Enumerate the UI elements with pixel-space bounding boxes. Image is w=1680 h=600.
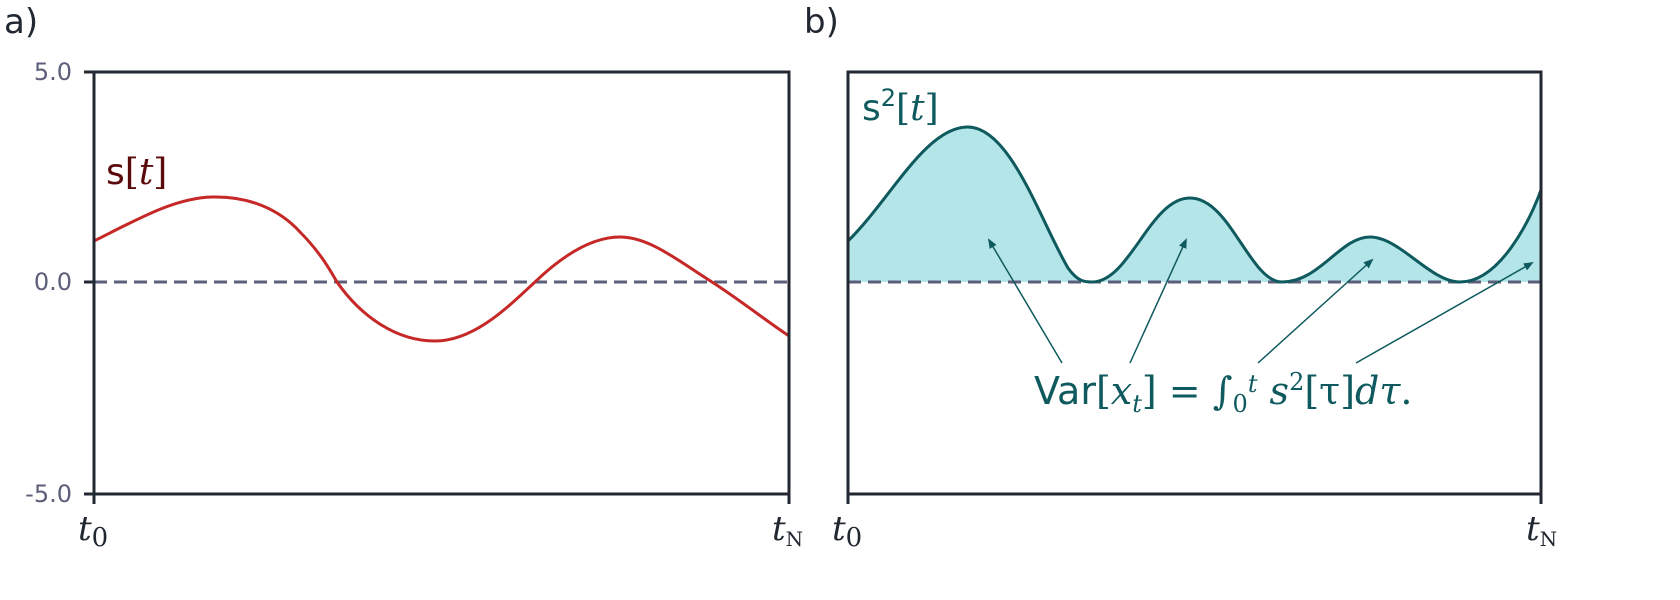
panel-b-label: b) (804, 2, 839, 42)
annotation-arrow (1355, 262, 1534, 364)
y-tick-label-bottom: -5.0 (25, 480, 72, 508)
plot-frame-b (846, 70, 1543, 496)
x-tick-label-tN: tN (772, 509, 803, 551)
squared-area-fill (848, 126, 1541, 282)
squared-label: s2[t] (862, 84, 939, 129)
panel-a-chart: 5.0 0.0 -5.0 t0 tN s[t] (25, 58, 803, 553)
annotation-arrow (1257, 258, 1374, 364)
panel-a-label: a) (4, 2, 39, 42)
annotation-arrow (987, 238, 1063, 364)
squared-curve (846, 125, 1543, 284)
x-tick-label-tN-b: tN (1526, 509, 1557, 551)
panel-b-chart: t0 tN s2[t] Var[xt] = ∫0t s2[τ]dτ. (832, 70, 1557, 553)
variance-formula: Var[xt] = ∫0t s2[τ]dτ. (1034, 368, 1412, 418)
y-tick-label-top: 5.0 (34, 58, 72, 86)
x-tick-label-t0-b: t0 (832, 509, 862, 553)
y-tick-label-zero: 0.0 (34, 268, 72, 296)
x-tick-label-t0: t0 (78, 509, 108, 553)
annotation-arrow (1129, 238, 1187, 364)
signal-label: s[t] (106, 152, 167, 193)
signal-curve (93, 195, 790, 343)
